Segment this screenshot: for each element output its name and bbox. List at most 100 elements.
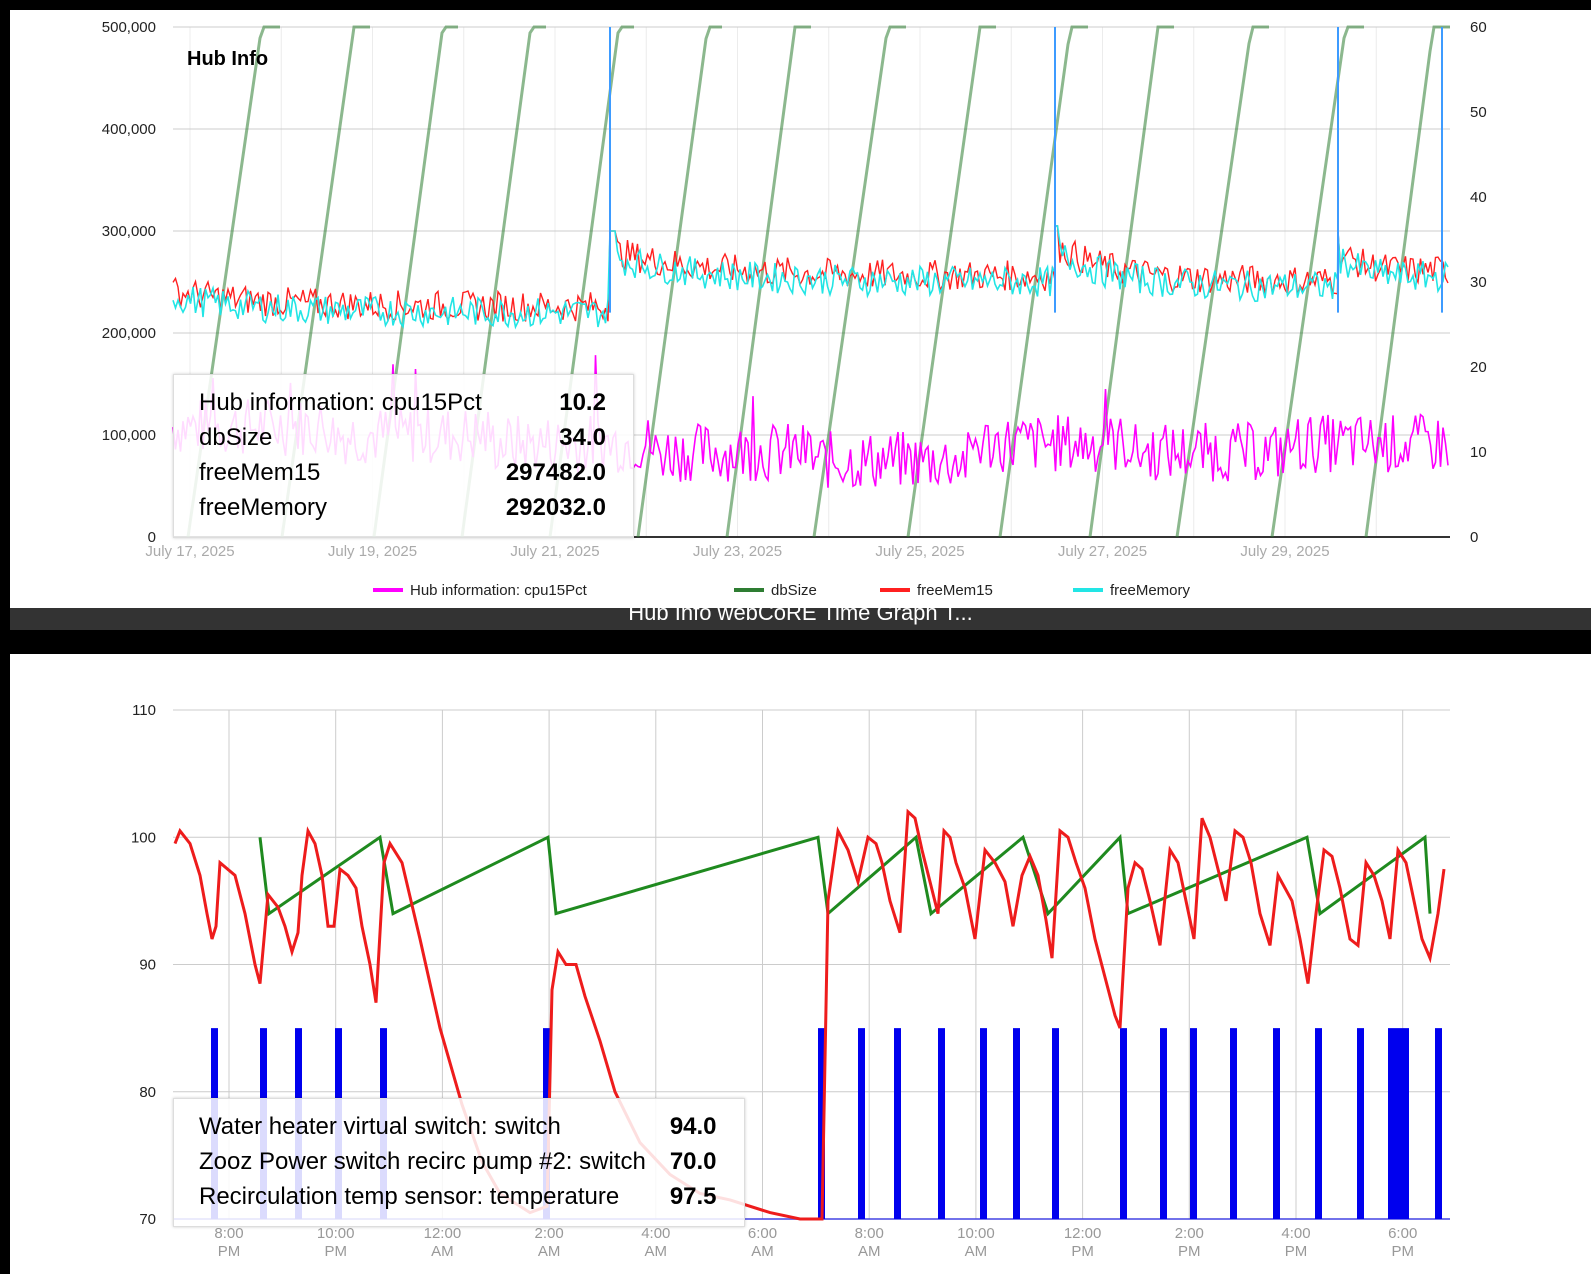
x-tick-label: July 25, 2025 bbox=[875, 543, 964, 560]
tooltip-label: Zooz Power switch recirc pump #2: switch bbox=[199, 1148, 646, 1175]
tooltip-value: 70.0 bbox=[669, 1148, 717, 1175]
x-tick-label-ampm: AM bbox=[645, 1243, 668, 1260]
x-tick-label: 12:00 bbox=[424, 1225, 462, 1242]
pump-pulse-bar bbox=[1402, 1028, 1409, 1219]
series-line-recirculation-temperature bbox=[173, 808, 1446, 1221]
x-tick-label-ampm: AM bbox=[431, 1243, 454, 1260]
legend-item: freeMemory bbox=[1073, 582, 1191, 599]
tooltip-label: freeMem15 bbox=[199, 459, 321, 486]
pump-pulse-bar bbox=[858, 1028, 865, 1219]
legend-label: Hub information: cpu15Pct bbox=[410, 582, 588, 599]
x-tick-label-ampm: AM bbox=[751, 1243, 774, 1260]
series-line-dbsize bbox=[186, 25, 1450, 538]
window-caption-bar: Hub Info webCoRE Time Graph T... bbox=[10, 608, 1591, 630]
pump-pulse-bar bbox=[1013, 1028, 1020, 1219]
tooltip-value: 34.0 bbox=[559, 424, 606, 451]
tooltip-row: Zooz Power switch recirc pump #2: switch… bbox=[199, 1144, 717, 1179]
tooltip-row: freeMem15 297482.0 bbox=[199, 455, 606, 490]
x-tick-label: 10:00 bbox=[957, 1225, 995, 1242]
y-tick-label: 90 bbox=[139, 957, 156, 974]
pump-pulse-bar bbox=[938, 1028, 945, 1219]
tooltip-label: dbSize bbox=[199, 424, 273, 451]
series-line-water-heater-switch bbox=[258, 833, 1432, 917]
x-tick-label: 10:00 bbox=[317, 1225, 355, 1242]
tooltip-label: freeMemory bbox=[199, 494, 328, 521]
x-tick-label: 6:00 bbox=[1388, 1225, 1417, 1242]
x-tick-label-ampm: AM bbox=[858, 1243, 881, 1260]
pump-pulse-bar bbox=[1357, 1028, 1364, 1219]
y-tick-label-left: 500,000 bbox=[102, 19, 156, 36]
x-tick-label: July 19, 2025 bbox=[328, 543, 417, 560]
x-tick-label: 8:00 bbox=[214, 1225, 243, 1242]
y-tick-label: 80 bbox=[139, 1084, 156, 1101]
x-tick-label-ampm: AM bbox=[965, 1243, 988, 1260]
chart-title: Hub Info bbox=[187, 48, 268, 70]
legend-label: freeMem15 bbox=[917, 582, 993, 599]
y-tick-label: 70 bbox=[139, 1211, 156, 1228]
pump-pulse-bar bbox=[1230, 1028, 1237, 1219]
y-tick-label: 100 bbox=[131, 829, 156, 846]
pump-pulse-bar bbox=[1120, 1028, 1127, 1219]
x-tick-label: 2:00 bbox=[534, 1225, 563, 1242]
tooltip-value: 94.0 bbox=[669, 1113, 717, 1140]
x-tick-label: July 27, 2025 bbox=[1058, 543, 1147, 560]
pump-pulse-bar bbox=[1395, 1028, 1402, 1219]
water-heater-chart-panel: 70 80 90 100 110 8:00 PM 10:00 PM 12:00 AM 2:00 AM 4:… bbox=[10, 654, 1591, 1274]
y-tick-label-right: 30 bbox=[1470, 274, 1487, 291]
tooltip-value: 297482.0 bbox=[505, 459, 606, 486]
pump-pulse-bar bbox=[818, 1028, 825, 1219]
y-tick-label-right: 50 bbox=[1470, 104, 1487, 121]
pump-pulse-bar bbox=[980, 1028, 987, 1219]
y-tick-label-right: 10 bbox=[1470, 444, 1487, 461]
x-tick-label-ampm: PM bbox=[1285, 1243, 1308, 1260]
x-tick-label-ampm: PM bbox=[324, 1243, 347, 1260]
window-caption: Hub Info webCoRE Time Graph T... bbox=[628, 608, 973, 625]
x-tick-label: July 17, 2025 bbox=[145, 543, 234, 560]
tooltip-row: Water heater virtual switch: switch 94.0 bbox=[199, 1109, 717, 1144]
x-tick-label-ampm: PM bbox=[1391, 1243, 1414, 1260]
legend-item: freeMem15 bbox=[880, 582, 993, 599]
x-tick-label: July 29, 2025 bbox=[1240, 543, 1329, 560]
y-tick-label-left: 100,000 bbox=[102, 427, 156, 444]
x-tick-label: July 21, 2025 bbox=[510, 543, 599, 560]
legend-label: freeMemory bbox=[1110, 582, 1191, 599]
tooltip-label: Hub information: cpu15Pct bbox=[199, 389, 482, 416]
x-tick-label: 12:00 bbox=[1064, 1225, 1102, 1242]
hub-info-chart[interactable]: 0 100,000 200,000 300,000 400,000 500,000 0 10 2… bbox=[10, 10, 1591, 608]
x-tick-label: 4:00 bbox=[1281, 1225, 1310, 1242]
pump-pulse-bar bbox=[1273, 1028, 1280, 1219]
hub-info-chart-panel: 0 100,000 200,000 300,000 400,000 500,000 0 10 2… bbox=[10, 10, 1591, 608]
legend-item: dbSize bbox=[734, 582, 817, 599]
chart-tooltip: Hub information: cpu15Pct 10.2 dbSize 34.0 f… bbox=[173, 374, 634, 538]
pump-pulse-bar bbox=[1190, 1028, 1197, 1219]
tooltip-row: dbSize 34.0 bbox=[199, 420, 606, 455]
x-tick-label-ampm: PM bbox=[218, 1243, 241, 1260]
tooltip-value: 10.2 bbox=[559, 389, 606, 416]
pump-pulse-bar bbox=[1160, 1028, 1167, 1219]
pump-pulse-bar bbox=[1435, 1028, 1442, 1219]
y-tick-label-left: 200,000 bbox=[102, 325, 156, 342]
pump-pulse-bar bbox=[894, 1028, 901, 1219]
pump-pulse-bar bbox=[1388, 1028, 1395, 1219]
tooltip-row: Hub information: cpu15Pct 10.2 bbox=[199, 385, 606, 420]
panel-divider bbox=[0, 630, 1591, 654]
x-tick-label-ampm: PM bbox=[1071, 1243, 1094, 1260]
y-tick-label-right: 20 bbox=[1470, 359, 1487, 376]
y-tick-label-right: 0 bbox=[1470, 529, 1478, 546]
tooltip-value: 97.5 bbox=[669, 1183, 717, 1210]
x-tick-label-ampm: AM bbox=[538, 1243, 561, 1260]
x-tick-label: July 23, 2025 bbox=[693, 543, 782, 560]
tooltip-label: Recirculation temp sensor: temperature bbox=[199, 1183, 620, 1210]
pump-pulse-bar bbox=[1052, 1028, 1059, 1219]
pump-pulse-bar bbox=[1315, 1028, 1322, 1219]
x-tick-label: 6:00 bbox=[748, 1225, 777, 1242]
tooltip-row: freeMemory 292032.0 bbox=[199, 490, 606, 525]
chart-tooltip: Water heater virtual switch: switch 94.0 Z… bbox=[173, 1098, 745, 1227]
x-tick-label-ampm: PM bbox=[1178, 1243, 1201, 1260]
y-tick-label-left: 0 bbox=[148, 529, 156, 546]
x-tick-label: 2:00 bbox=[1175, 1225, 1204, 1242]
x-tick-label: 4:00 bbox=[641, 1225, 670, 1242]
y-tick-label-left: 400,000 bbox=[102, 121, 156, 138]
y-tick-label-right: 60 bbox=[1470, 19, 1487, 36]
legend-label: dbSize bbox=[771, 582, 817, 599]
